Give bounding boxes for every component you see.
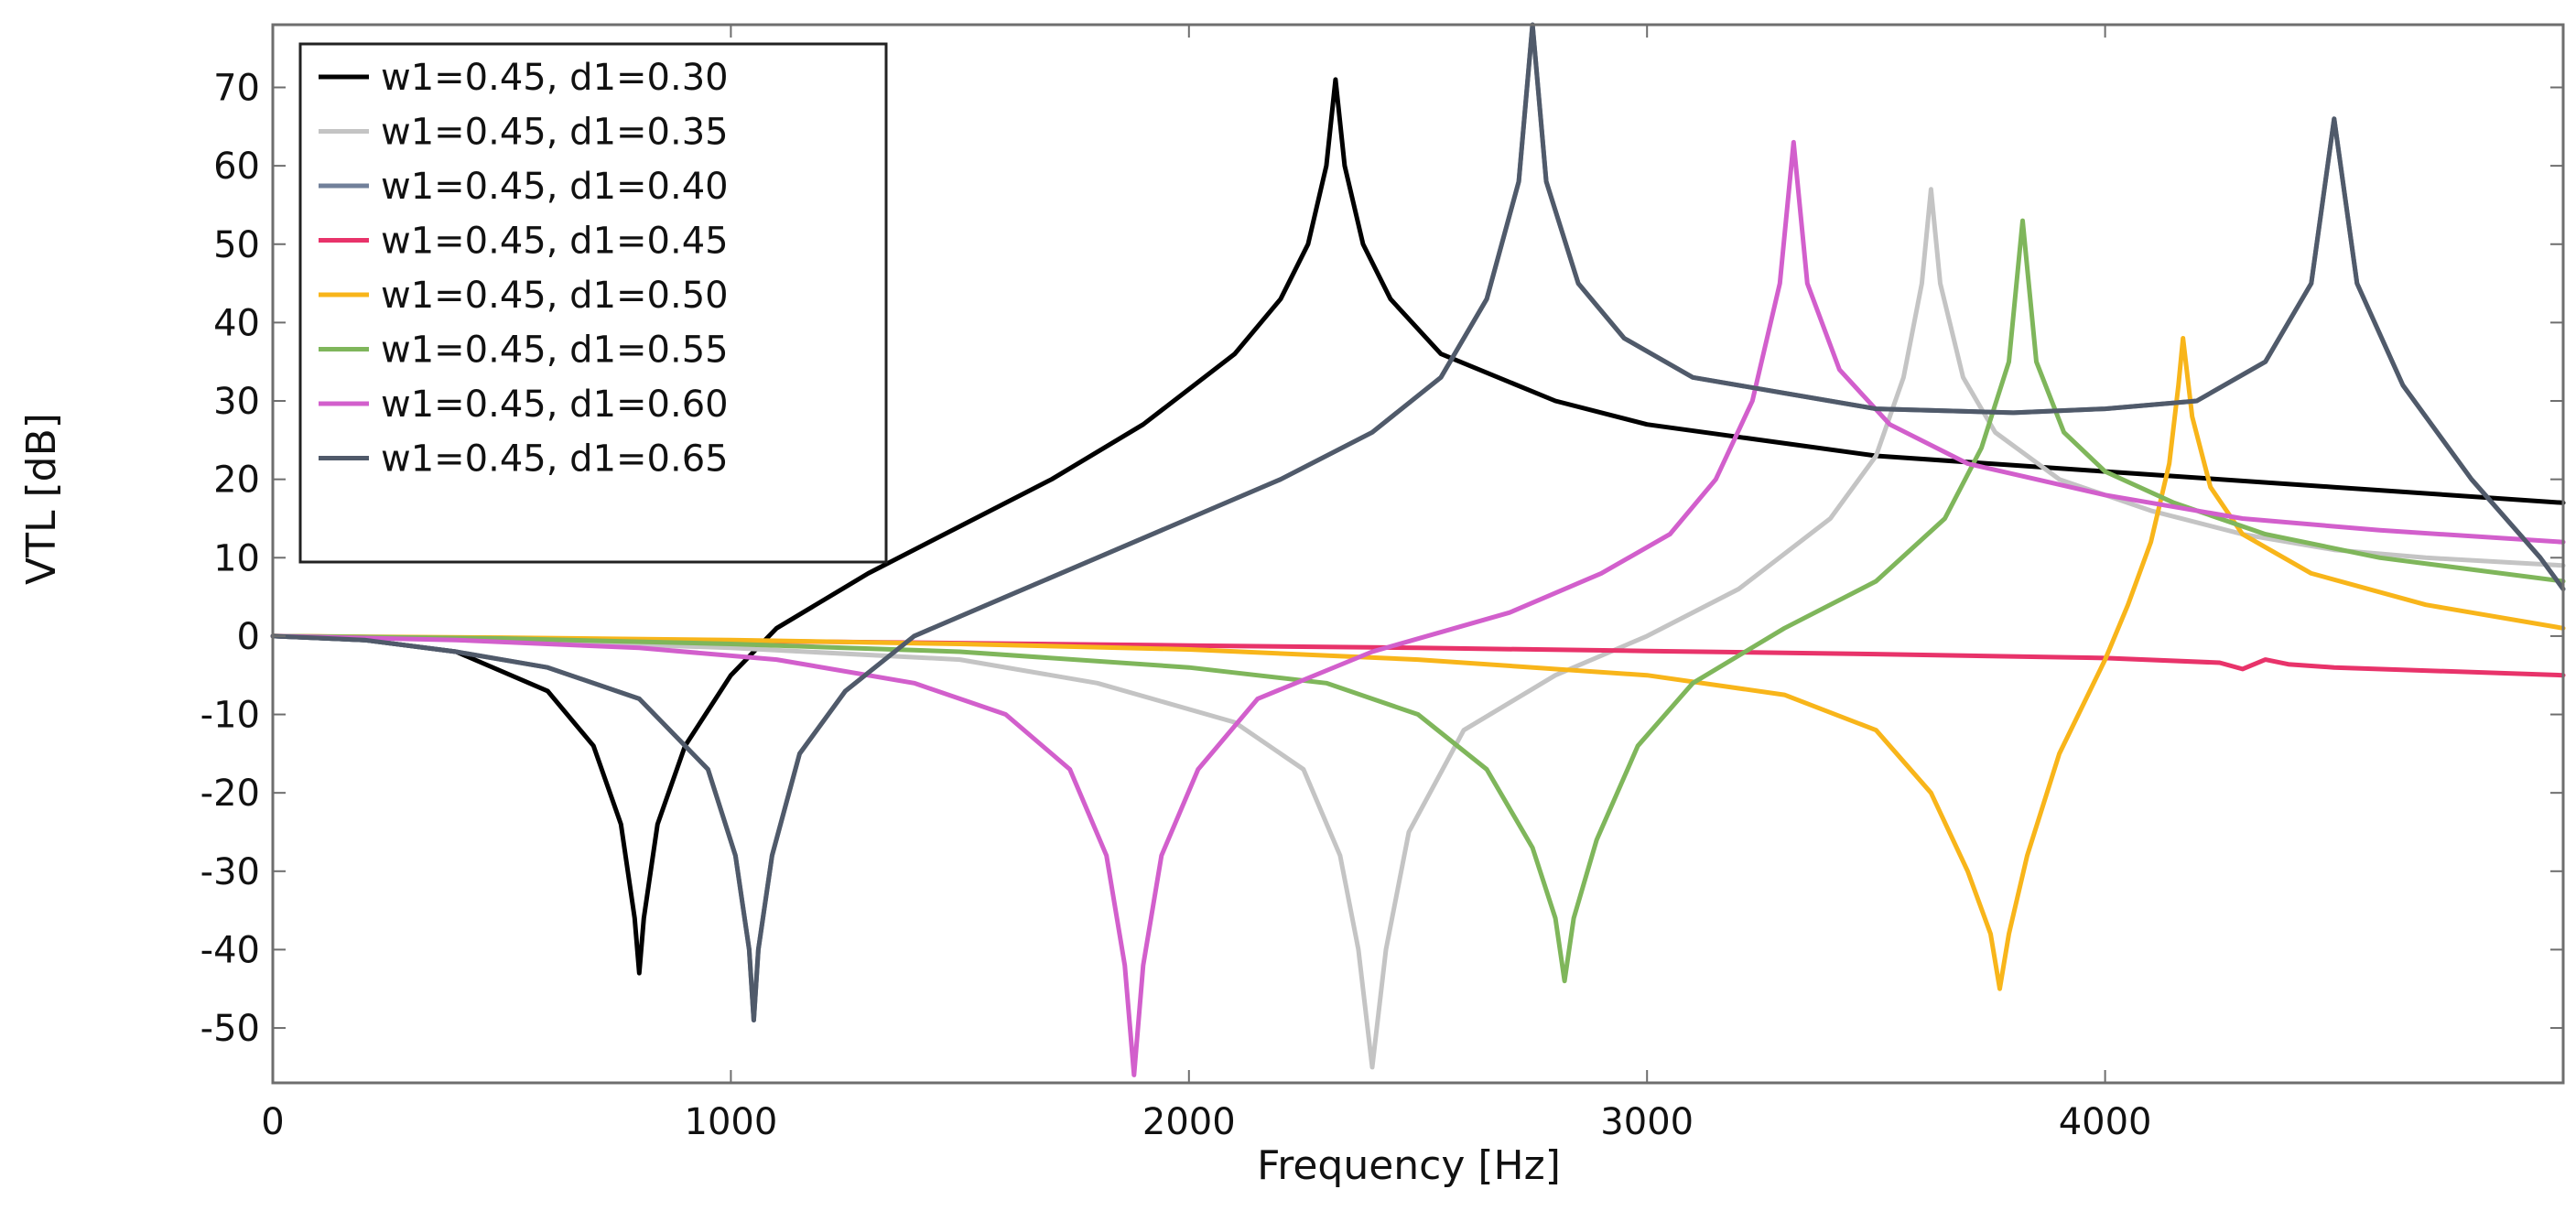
y-tick-label: -10	[200, 695, 260, 737]
y-tick-label: -30	[200, 851, 260, 893]
y-tick-label: 40	[213, 302, 260, 344]
legend-box	[298, 42, 888, 564]
y-tick-label: -50	[200, 1008, 260, 1050]
y-tick-label: 50	[213, 224, 260, 266]
y-tick-label: 30	[213, 381, 260, 423]
series-line-2	[270, 187, 2566, 1070]
legend-label-5: w1=0.45, d1=0.50	[381, 275, 729, 317]
y-tick-label: 10	[213, 537, 260, 579]
series-line-7	[270, 139, 2566, 1077]
y-tick-label: 20	[213, 460, 260, 502]
plot-frame	[271, 23, 2565, 1085]
x-tick-label: 4000	[2059, 1101, 2152, 1143]
legend-label-3: w1=0.45, d1=0.40	[381, 166, 729, 208]
legend: w1=0.45, d1=0.30 w1=0.45, d1=0.35 w1=0.45,…	[298, 42, 888, 564]
y-tick-label: -40	[200, 929, 260, 971]
legend-label-1: w1=0.45, d1=0.30	[381, 57, 729, 99]
legend-label-2: w1=0.45, d1=0.35	[381, 112, 729, 154]
ticks-layer: 0 1000 2000 3000 4000 70 60 50 40 30 20 10 0 -10 -20 -3…	[200, 25, 2563, 1143]
series-line-6	[270, 218, 2566, 984]
series-layer	[270, 22, 2566, 1077]
y-tick-label: 60	[213, 146, 260, 188]
y-axis-title: VTL [dB]	[18, 413, 65, 585]
legend-label-7: w1=0.45, d1=0.60	[381, 384, 729, 426]
series-line-8	[270, 22, 2566, 1022]
legend-label-4: w1=0.45, d1=0.45	[381, 221, 729, 263]
x-tick-label: 0	[261, 1101, 284, 1143]
y-tick-label: 0	[237, 616, 260, 658]
series-line-5	[270, 336, 2566, 991]
y-tick-label: -20	[200, 773, 260, 815]
series-line-1	[270, 77, 2566, 976]
legend-label-8: w1=0.45, d1=0.65	[381, 438, 729, 481]
y-tick-label: 70	[213, 68, 260, 110]
legend-label-6: w1=0.45, d1=0.55	[381, 330, 729, 372]
x-tick-label: 1000	[685, 1101, 778, 1143]
x-axis-title: Frequency [Hz]	[1257, 1142, 1561, 1189]
x-tick-label: 2000	[1142, 1101, 1236, 1143]
x-tick-label: 3000	[1600, 1101, 1694, 1143]
